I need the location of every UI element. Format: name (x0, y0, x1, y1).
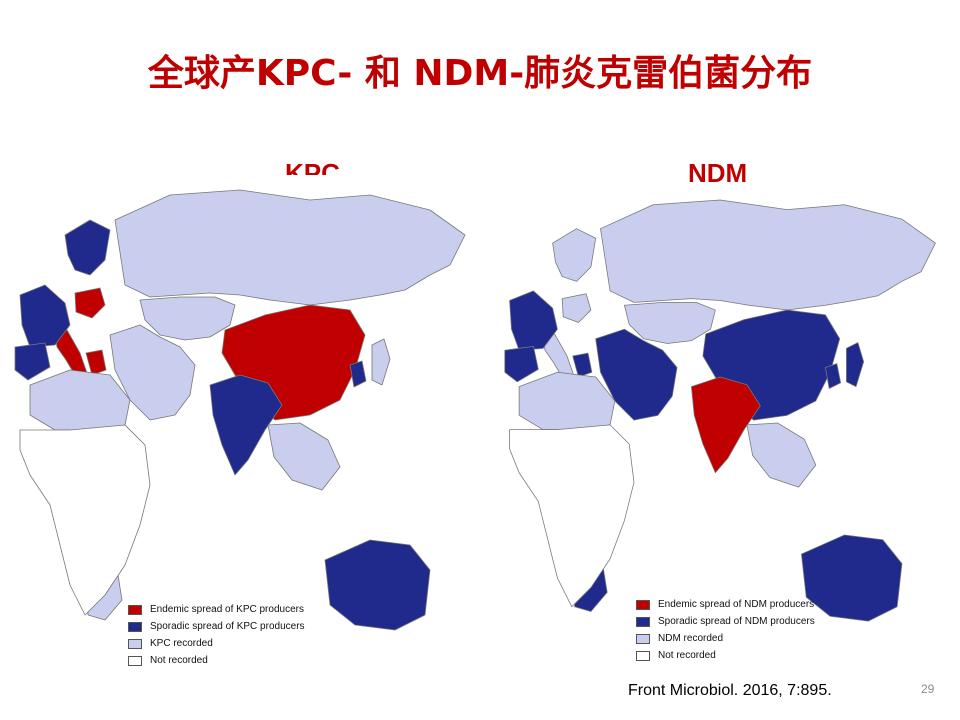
legend-label: Not recorded (658, 650, 716, 661)
slide-title: 全球产KPC- 和 NDM-肺炎克雷伯菌分布 (147, 53, 813, 94)
region-india (691, 376, 761, 474)
legend-label: Sporadic spread of KPC producers (150, 621, 305, 632)
legend-item: Not recorded (128, 652, 305, 669)
region-russia (114, 189, 466, 306)
region-iberia (14, 342, 51, 381)
region-australia (801, 534, 903, 622)
ndm-map-title: NDM (688, 158, 748, 188)
legend-label: Sporadic spread of NDM producers (658, 616, 815, 627)
region-middle-east (595, 328, 678, 421)
kpc-legend: Endemic spread of KPC producers Sporadic… (128, 601, 305, 669)
legend-swatch-sporadic (636, 616, 650, 627)
citation: Front Microbiol. 2016, 7:895. (628, 682, 832, 699)
region-western-europe (19, 284, 71, 348)
legend-swatch-not-recorded (128, 655, 142, 666)
region-poland (561, 293, 592, 323)
legend-item: KPC recorded (128, 635, 305, 652)
legend-swatch-sporadic (128, 621, 142, 632)
legend-swatch-endemic (636, 599, 650, 610)
region-russia (600, 199, 936, 311)
legend-item: Sporadic spread of KPC producers (128, 618, 305, 635)
region-japan (371, 338, 391, 386)
legend-label: NDM recorded (658, 633, 724, 644)
region-scandinavia (552, 228, 597, 282)
legend-swatch-not-recorded (636, 650, 650, 661)
region-africa-rest (19, 424, 151, 616)
legend-item: Not recorded (636, 647, 815, 664)
page-number: 29 (921, 682, 935, 696)
region-korea (349, 360, 367, 388)
ndm-world-map (500, 185, 945, 660)
region-korea (824, 363, 842, 389)
region-southeast-asia (267, 422, 341, 491)
legend-label: Endemic spread of KPC producers (150, 604, 304, 615)
legend-label: Endemic spread of NDM producers (658, 599, 815, 610)
legend-swatch-endemic (128, 604, 142, 615)
legend-label: KPC recorded (150, 638, 213, 649)
region-africa-rest (509, 424, 635, 608)
region-southeast-asia (746, 422, 817, 488)
region-poland (74, 287, 106, 319)
region-australia (324, 539, 431, 631)
legend-label: Not recorded (150, 655, 208, 666)
legend-item: Endemic spread of NDM producers (636, 596, 815, 613)
legend-item: Sporadic spread of NDM producers (636, 613, 815, 630)
region-iberia (504, 346, 539, 383)
region-middle-east (109, 324, 196, 421)
ndm-legend: Endemic spread of NDM producers Sporadic… (636, 596, 815, 664)
region-greece (85, 349, 107, 376)
kpc-world-map (10, 175, 475, 670)
region-japan (846, 342, 865, 387)
region-central-asia (624, 302, 716, 344)
region-western-europe (509, 290, 558, 351)
region-india (209, 374, 283, 476)
legend-item: Endemic spread of KPC producers (128, 601, 305, 618)
legend-swatch-recorded (636, 633, 650, 644)
region-central-asia (139, 296, 236, 341)
legend-swatch-recorded (128, 638, 142, 649)
region-greece (572, 352, 593, 378)
region-scandinavia (64, 219, 111, 276)
legend-item: NDM recorded (636, 630, 815, 647)
